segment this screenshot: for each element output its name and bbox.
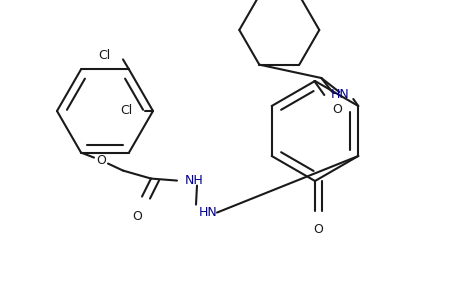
- Text: NH: NH: [185, 174, 203, 187]
- Text: O: O: [132, 210, 142, 223]
- Text: Cl: Cl: [99, 49, 111, 62]
- Text: HN: HN: [330, 88, 349, 101]
- Text: O: O: [332, 103, 342, 116]
- Text: O: O: [313, 223, 322, 236]
- Text: Cl: Cl: [121, 105, 133, 118]
- Text: HN: HN: [198, 206, 217, 219]
- Text: O: O: [96, 154, 106, 167]
